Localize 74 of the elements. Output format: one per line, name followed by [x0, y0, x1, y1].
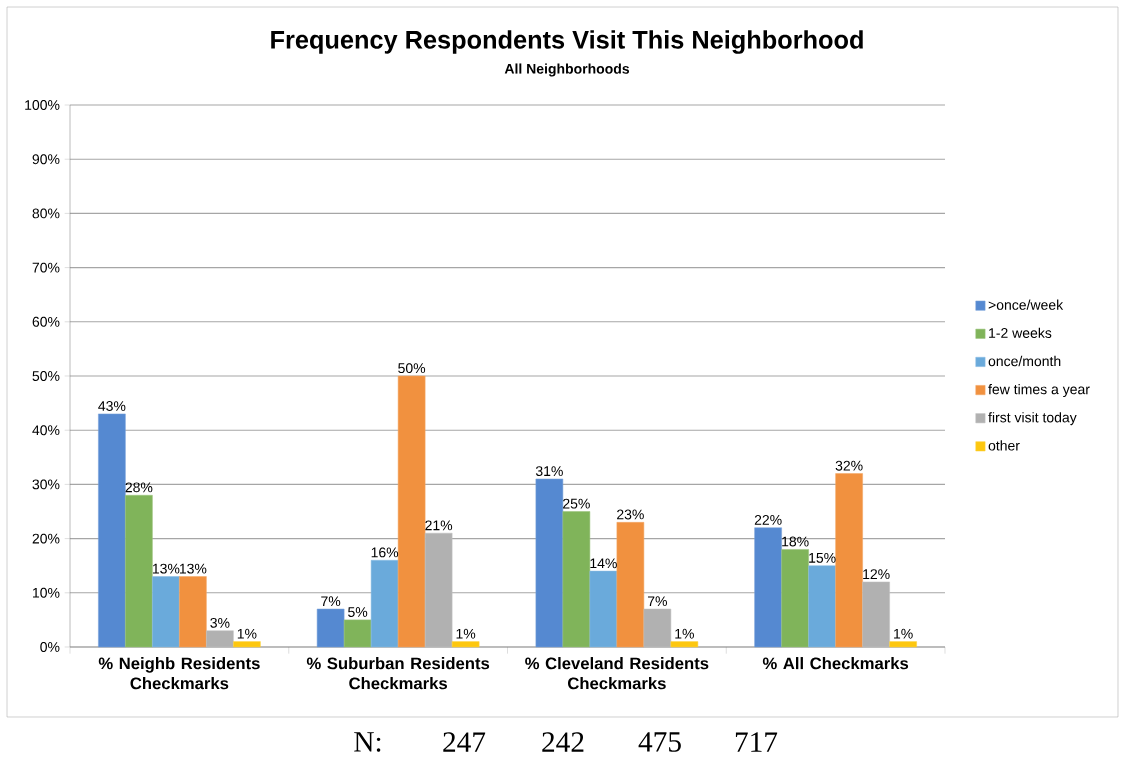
bar: [781, 549, 809, 648]
text: 242: [542, 732, 584, 752]
bar: [98, 413, 126, 648]
data-label: 25%: [563, 498, 590, 509]
data-label: 43%: [98, 401, 126, 412]
legend-label: once/month: [988, 355, 1061, 367]
bar: [343, 619, 372, 648]
data-label: 22%: [754, 514, 782, 525]
legend-label: few times a year: [988, 384, 1090, 398]
y-tick-label: 50%: [32, 371, 60, 381]
data-label: 13%: [152, 563, 180, 574]
x-tick-label: % Neighb Residents Checkmarks: [98, 657, 260, 690]
data-label: 28%: [125, 482, 153, 493]
y-tick-label: 90%: [32, 154, 60, 165]
data-label: 7%: [647, 596, 667, 607]
chart-subtitle: All Neighborhoods: [504, 63, 630, 77]
data-label: 7%: [321, 596, 341, 607]
data-label: 21%: [425, 520, 453, 531]
bar: [125, 494, 153, 648]
data-label: 12%: [863, 569, 890, 580]
text: N:: [354, 732, 381, 752]
chart-title: Frequency Respondents Visit This Neighborhood: [271, 30, 863, 54]
bar: [451, 641, 480, 648]
bar: [152, 576, 180, 648]
data-label: 32%: [835, 460, 863, 471]
bar: [562, 511, 591, 648]
text: 475: [638, 732, 681, 752]
data-label: 18%: [782, 536, 809, 547]
data-label: 3%: [210, 617, 230, 628]
legend-label: other: [988, 440, 1020, 451]
bar: [370, 560, 399, 648]
bar: [754, 527, 782, 648]
bar: [643, 608, 672, 648]
bar: [206, 630, 234, 648]
text: 717: [735, 732, 778, 752]
bar: [835, 473, 863, 648]
text: 247: [443, 732, 486, 752]
data-label: 5%: [348, 607, 368, 617]
bar: [316, 608, 345, 648]
legend-label: first visit today: [988, 412, 1077, 426]
x-tick-label: % All Checkmarks: [762, 657, 909, 670]
y-tick-label: 40%: [32, 425, 60, 436]
data-label: 23%: [617, 509, 644, 520]
data-label: 15%: [809, 552, 836, 563]
bar: [589, 570, 618, 648]
y-tick-label: 100%: [25, 100, 60, 110]
legend-label: >once/week: [988, 299, 1064, 310]
bar: [670, 641, 699, 648]
data-label: 1%: [456, 628, 476, 639]
bar: [233, 641, 261, 648]
y-tick-label: 10%: [33, 587, 60, 598]
bar: [535, 478, 564, 648]
y-tick-label: 60%: [32, 316, 60, 327]
y-tick-label: 70%: [32, 262, 60, 273]
data-label: 1%: [894, 628, 913, 639]
data-label: 31%: [535, 466, 563, 477]
bar: [889, 641, 917, 648]
y-tick-label: 20%: [32, 533, 60, 544]
data-label: 14%: [590, 558, 617, 569]
y-tick-label: 80%: [32, 208, 60, 219]
data-label: 1%: [237, 628, 257, 639]
data-label: 16%: [371, 547, 399, 558]
data-label: 50%: [398, 363, 426, 374]
bar: [808, 565, 836, 648]
y-tick-label: 0%: [40, 642, 60, 652]
bar: [179, 576, 207, 648]
x-tick-label: % Cleveland Residents Checkmarks: [525, 657, 709, 690]
x-tick-label: % Suburban Residents Checkmarks: [306, 657, 490, 690]
y-tick-label: 30%: [32, 479, 60, 490]
data-label: 13%: [179, 563, 207, 574]
data-label: 1%: [675, 628, 694, 639]
legend-label: 1-2 weeks: [989, 327, 1052, 338]
bar: [616, 522, 645, 648]
bar: [397, 375, 426, 648]
